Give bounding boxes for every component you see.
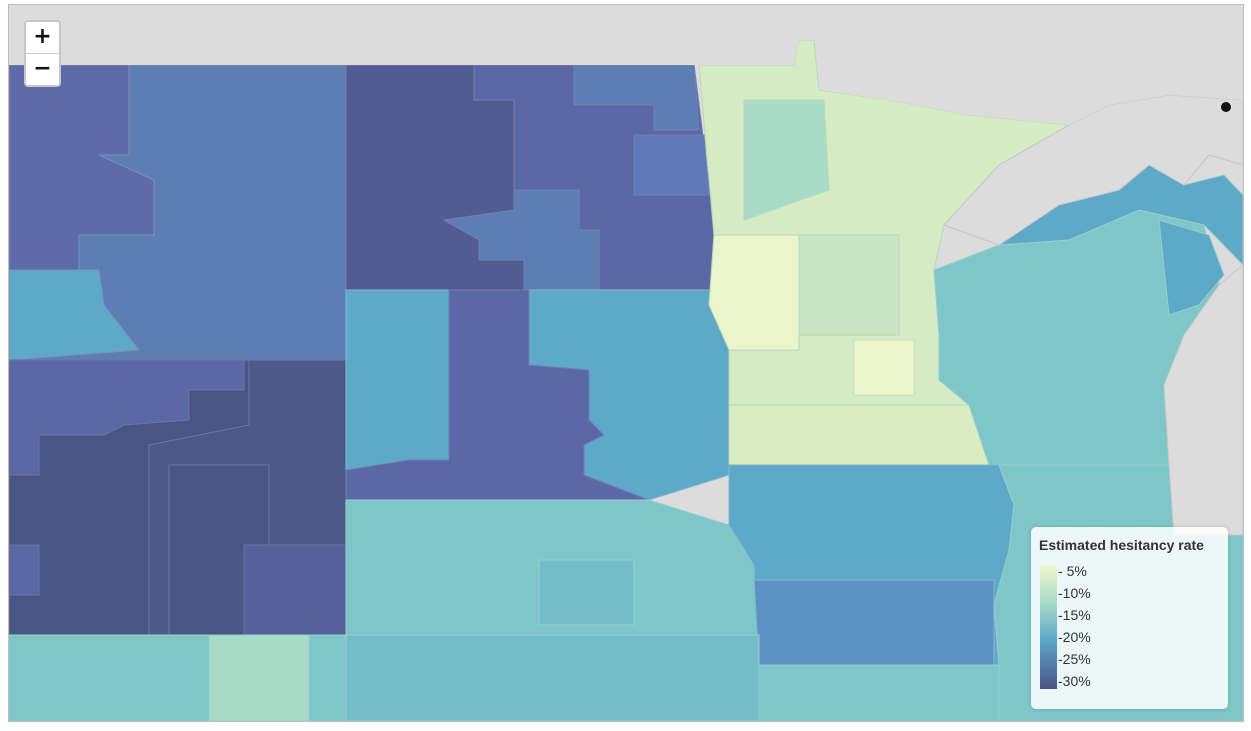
zoom-out-button[interactable]: − <box>26 53 59 85</box>
legend-tick-label: 30% <box>1062 673 1091 689</box>
region-colorado-center <box>208 634 310 721</box>
region-south-dakota-center <box>345 289 650 501</box>
region-minnesota-center <box>798 234 900 336</box>
zoom-in-button[interactable]: + <box>33 24 52 49</box>
region-north-dakota-e2 <box>633 134 710 196</box>
map-canvas[interactable] <box>9 5 1243 721</box>
legend-tick: -20% <box>1058 629 1091 645</box>
region-iowa-south <box>753 579 995 666</box>
region-kansas <box>345 634 760 721</box>
region-wyoming-se-corner <box>243 544 347 636</box>
region-minnesota-west <box>708 234 800 351</box>
legend-tick-label: 15% <box>1062 607 1091 623</box>
location-marker[interactable] <box>1221 102 1231 112</box>
lake-superior-north <box>819 5 1243 125</box>
region-wyoming-sw <box>9 544 40 596</box>
legend-tick: -15% <box>1058 607 1091 623</box>
legend: Estimated hesitancy rate - 5% -10% -15% … <box>1031 527 1228 709</box>
region-north-dakota-center <box>442 189 600 291</box>
legend-tick: - 5% <box>1058 563 1087 579</box>
region-wyoming-north <box>9 359 245 476</box>
legend-tick-label: 10% <box>1062 585 1091 601</box>
legend-tick: -30% <box>1058 673 1091 689</box>
region-montana-south <box>9 269 140 361</box>
legend-tick-label: 5% <box>1066 563 1087 579</box>
region-nebraska-sub <box>538 559 635 626</box>
region-minnesota-metro <box>853 339 915 396</box>
legend-tick: -25% <box>1058 651 1091 667</box>
region-wisconsin-ne <box>1158 219 1225 316</box>
region-missouri <box>758 664 1000 721</box>
northern-border-strip <box>9 5 819 65</box>
legend-tick: -10% <box>1058 585 1091 601</box>
region-minnesota-south <box>728 404 990 466</box>
legend-tick-label: 25% <box>1062 651 1091 667</box>
legend-color-bar <box>1040 565 1057 689</box>
zoom-control: + − <box>24 20 61 87</box>
region-minnesota-north <box>743 99 830 221</box>
choropleth-map[interactable]: + − Estimated hesitancy rate - 5% -10% -… <box>8 4 1244 722</box>
legend-title: Estimated hesitancy rate <box>1039 537 1204 553</box>
legend-tick-label: 20% <box>1062 629 1091 645</box>
